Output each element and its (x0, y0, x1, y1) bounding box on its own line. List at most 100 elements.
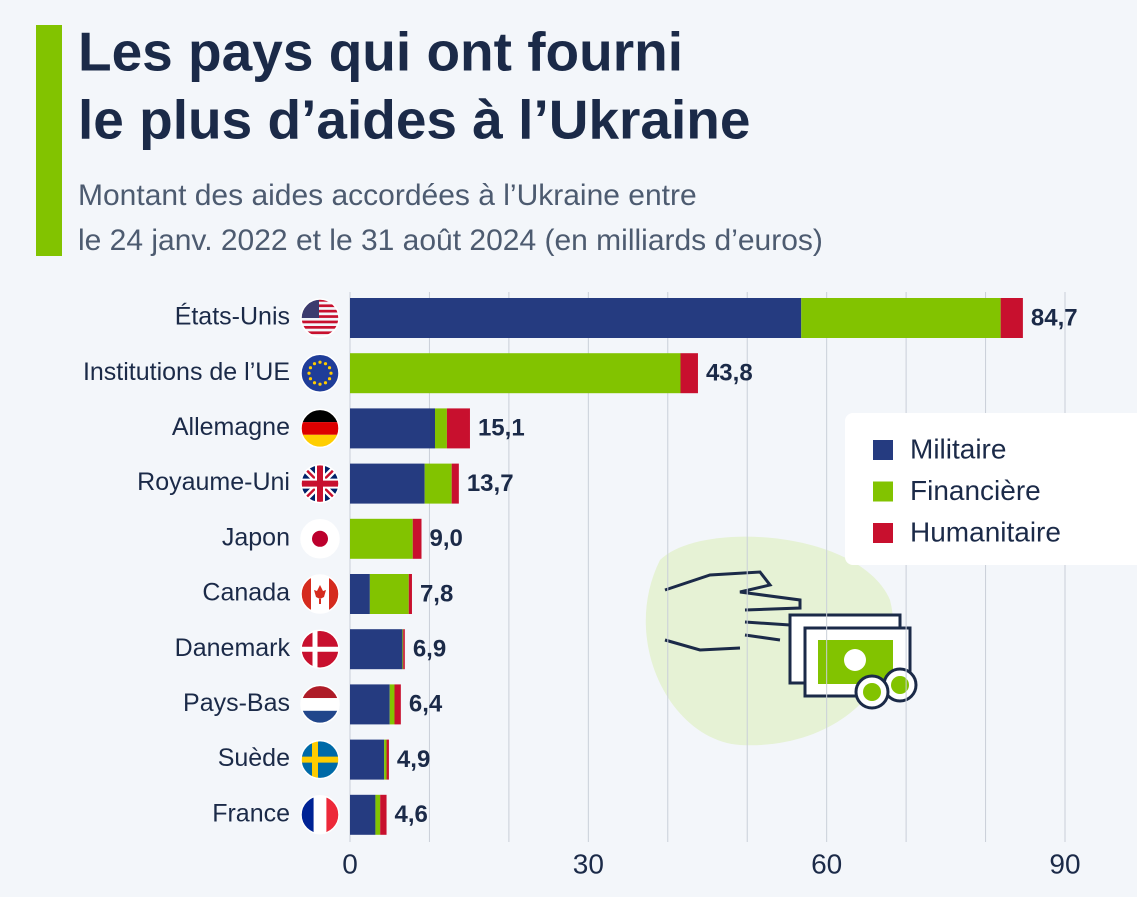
legend-label: Humanitaire (910, 516, 1061, 547)
legend-label: Financière (910, 475, 1041, 506)
flag-part (308, 366, 313, 370)
flag-ring (300, 519, 340, 559)
value-label: 7,8 (420, 580, 453, 607)
bar-segment (801, 298, 1001, 338)
bar-segment (350, 684, 390, 725)
flag-ring (300, 298, 340, 338)
flag-clip (301, 354, 339, 393)
flag-part (327, 366, 332, 370)
flag-ring (300, 739, 340, 780)
flag (300, 574, 340, 614)
flag-part (308, 377, 313, 381)
flag-part (301, 422, 339, 435)
bar-segment (403, 629, 405, 670)
chart-subtitle: Montant des aides accordées à l’Ukraine … (78, 179, 697, 212)
flag-part (323, 362, 328, 366)
flag (300, 353, 340, 393)
y-tick-label: Allemagne (172, 413, 290, 441)
value-label: 15,1 (478, 415, 525, 442)
y-tick-label: Institutions de l’UE (83, 358, 290, 386)
bar-segment (350, 739, 385, 780)
flag-part (327, 377, 332, 381)
flag-part (301, 309, 339, 313)
flag (300, 298, 340, 338)
flag-part (301, 320, 339, 324)
flag-part (301, 304, 339, 308)
legend-swatch (873, 440, 893, 460)
x-tick-label: 0 (342, 848, 358, 879)
x-tick-label: 60 (811, 848, 842, 879)
y-tick-label: Royaume-Uni (137, 468, 290, 496)
flag-part (312, 530, 328, 547)
flag-ring (300, 353, 340, 393)
flag-part (318, 382, 322, 386)
value-label: 43,8 (706, 360, 753, 387)
flag-part (301, 630, 339, 669)
flag-part (301, 299, 339, 302)
bar-segment (350, 574, 370, 614)
y-tick-label: France (212, 799, 290, 827)
bars: États-Unis 84,7 Institutions de l’UE 43,8 Al… (83, 298, 1078, 835)
flag-part (307, 371, 311, 375)
flag (300, 463, 340, 504)
flag-part (312, 381, 317, 385)
flag-part (301, 354, 339, 393)
flag-clip (301, 740, 339, 779)
flag (300, 629, 340, 669)
bar-segment (1000, 298, 1023, 338)
legend-swatch (873, 481, 893, 502)
bar-segment (350, 629, 403, 670)
bar-segment (350, 794, 376, 835)
bar-segment (350, 518, 413, 559)
bar-segment (386, 739, 389, 780)
value-label: 6,4 (409, 691, 443, 718)
legend-swatch (873, 523, 893, 543)
bar-segment (350, 408, 436, 449)
illustration (645, 536, 918, 746)
flag-clip (301, 464, 339, 503)
flag-part (301, 315, 339, 318)
bar-segment (350, 298, 802, 338)
flag-part (323, 381, 328, 385)
flag (300, 739, 340, 780)
flag-part (312, 362, 317, 366)
flag-ring (300, 463, 340, 504)
x-tick-label: 30 (573, 848, 604, 879)
flag (300, 795, 340, 835)
legend-box (845, 413, 1137, 565)
bar-segment (408, 574, 412, 614)
flag (300, 519, 340, 559)
bar-segment (435, 408, 447, 449)
bar-segment (389, 684, 395, 725)
y-tick-label: Danemark (175, 634, 291, 662)
flag-part (301, 575, 311, 613)
legend-label: Militaire (910, 433, 1006, 464)
chart-subtitle: le 24 janv. 2022 et le 31 août 2024 (en … (78, 224, 823, 257)
flag-ring (300, 629, 340, 669)
bar-segment (412, 518, 422, 559)
flag-clip (301, 630, 339, 669)
flag-ring (300, 795, 340, 835)
flag-ring (300, 684, 340, 725)
flag-clip (301, 575, 339, 613)
bar-segment (402, 629, 404, 670)
bar-segment (350, 463, 425, 504)
value-label: 13,7 (467, 470, 514, 497)
flag-part (313, 795, 327, 834)
value-label: 84,7 (1031, 304, 1078, 331)
bar-segment (451, 463, 459, 504)
flag-part (301, 326, 339, 329)
bar-segment (446, 408, 470, 449)
flag-part (301, 698, 339, 711)
flag-part (301, 740, 339, 779)
flag-part (329, 575, 339, 613)
y-tick-label: Suède (218, 744, 290, 772)
value-label: 4,9 (397, 746, 430, 773)
y-tick-label: Pays-Bas (183, 689, 290, 717)
value-label: 9,0 (430, 525, 463, 552)
y-tick-label: États-Unis (175, 302, 290, 331)
flag-part (314, 585, 326, 604)
bar-segment (424, 463, 452, 504)
